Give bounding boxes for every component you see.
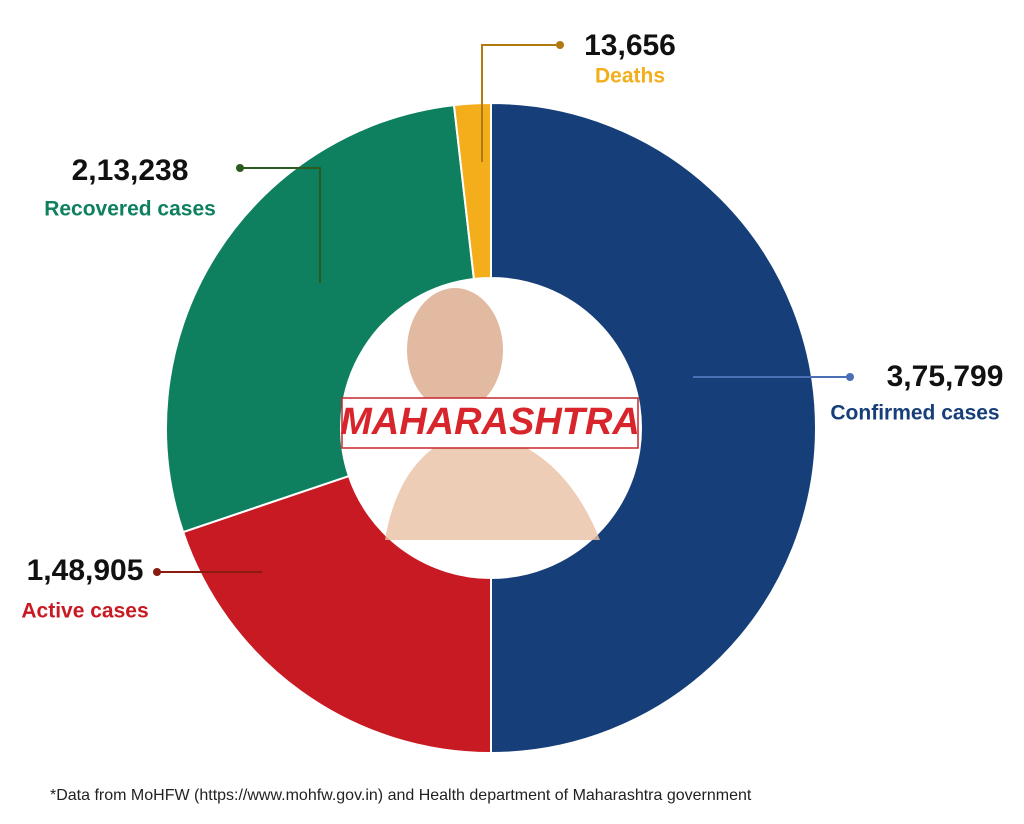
value-label: 3,75,799: [887, 360, 1004, 393]
center-figure: [385, 288, 600, 540]
leader-dot: [846, 373, 854, 381]
leader-line: [481, 44, 560, 162]
category-label: Deaths: [595, 65, 665, 88]
leader-dot: [153, 568, 161, 576]
leader-line: [240, 167, 321, 283]
center-label-box: [341, 397, 639, 449]
category-label: Active cases: [21, 600, 148, 623]
center-label: MAHARASHTRA: [340, 401, 640, 443]
leader-dot: [556, 41, 564, 49]
footnote: *Data from MoHFW (https://www.mohfw.gov.…: [50, 787, 752, 804]
leader-dot: [236, 164, 244, 172]
category-label: Recovered cases: [44, 198, 216, 221]
value-label: 13,656: [584, 29, 676, 62]
value-label: 2,13,238: [72, 154, 189, 187]
category-label: Confirmed cases: [830, 402, 999, 425]
value-label: 1,48,905: [27, 554, 144, 587]
